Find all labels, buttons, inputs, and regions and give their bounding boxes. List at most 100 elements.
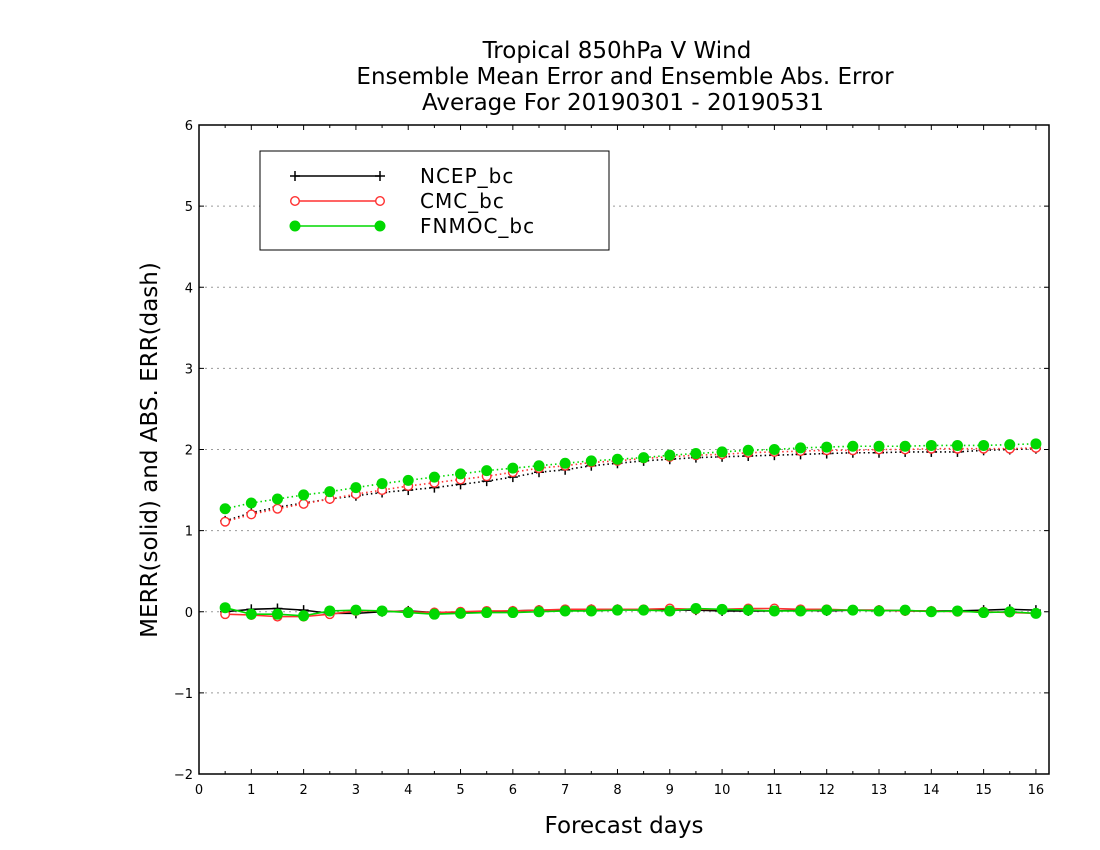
- point-fnmoc-bc-abs-error: [324, 486, 336, 498]
- series-fnmoc-bc-abs-error: [219, 438, 1042, 515]
- point-fnmoc-bc-abs-error: [507, 462, 519, 474]
- series-fnmoc-bc-mean-error: [219, 602, 1042, 622]
- x-tick-label: 3: [352, 783, 360, 798]
- point-fnmoc-bc-mean-error: [245, 608, 257, 620]
- series-line-fnmoc-bc-abs-error: [224, 443, 1036, 510]
- point-fnmoc-bc-abs-error: [664, 449, 676, 461]
- y-tick-label: 2: [185, 444, 193, 459]
- point-fnmoc-bc-mean-error: [638, 604, 650, 616]
- point-fnmoc-bc-mean-error: [559, 605, 571, 617]
- x-axis-label: Forecast days: [545, 813, 704, 839]
- legend-sample-fnmoc-bc: [289, 220, 386, 232]
- point-fnmoc-bc-abs-error: [951, 439, 963, 451]
- point-fnmoc-bc-abs-error: [455, 468, 467, 480]
- point-fnmoc-bc-abs-error: [533, 460, 545, 472]
- point-cmc-bc-abs-error: [272, 503, 283, 514]
- point-fnmoc-bc-mean-error: [768, 605, 780, 617]
- point-fnmoc-bc-mean-error: [716, 603, 728, 615]
- point-fnmoc-bc-mean-error: [1030, 607, 1042, 619]
- point-cmc-bc-abs-error: [220, 516, 231, 527]
- point-fnmoc-bc-abs-error: [978, 439, 990, 451]
- y-tick-label: 5: [185, 200, 193, 215]
- chart-title-line-2: Ensemble Mean Error and Ensemble Abs. Er…: [356, 64, 894, 90]
- x-tick-label: 15: [975, 783, 992, 798]
- x-tick-label: 16: [1028, 783, 1045, 798]
- point-fnmoc-bc-mean-error: [664, 605, 676, 617]
- x-tick-label: 7: [561, 783, 569, 798]
- x-tick-label: 4: [404, 783, 412, 798]
- point-fnmoc-bc-abs-error: [899, 440, 911, 452]
- point-fnmoc-bc-abs-error: [795, 442, 807, 454]
- y-axis-label: MERR(solid) and ABS. ERR(dash): [137, 262, 163, 638]
- y-tick-label: −1: [174, 687, 193, 702]
- point-fnmoc-bc-abs-error: [350, 482, 362, 494]
- chart-title: Tropical 850hPa V Wind Ensemble Mean Err…: [356, 38, 894, 116]
- point-fnmoc-bc-mean-error: [455, 607, 467, 619]
- point-fnmoc-bc-mean-error: [899, 604, 911, 616]
- point-fnmoc-bc-mean-error: [821, 604, 833, 616]
- legend-label-fnmoc: FNMOC_bc: [420, 214, 535, 238]
- point-fnmoc-bc-mean-error: [585, 605, 597, 617]
- legend-marker-cmc-bc: [290, 195, 301, 206]
- point-fnmoc-bc-abs-error: [376, 478, 388, 490]
- point-fnmoc-bc-abs-error: [873, 440, 885, 452]
- point-fnmoc-bc-abs-error: [245, 497, 257, 509]
- y-tick-label: 6: [185, 119, 193, 134]
- legend-box: [259, 150, 610, 251]
- x-tick-label: 9: [666, 783, 674, 798]
- point-fnmoc-bc-mean-error: [978, 607, 990, 619]
- point-fnmoc-bc-mean-error: [951, 605, 963, 617]
- y-tick-label: 1: [185, 525, 193, 540]
- point-fnmoc-bc-abs-error: [638, 452, 650, 464]
- point-fnmoc-bc-mean-error: [481, 607, 493, 619]
- point-fnmoc-bc-abs-error: [428, 471, 440, 483]
- point-fnmoc-bc-mean-error: [925, 606, 937, 618]
- x-tick-label: 14: [923, 783, 940, 798]
- chart-title-line-1: Tropical 850hPa V Wind: [482, 38, 752, 64]
- point-fnmoc-bc-mean-error: [219, 602, 231, 614]
- point-fnmoc-bc-abs-error: [611, 453, 623, 465]
- point-fnmoc-bc-abs-error: [271, 493, 283, 505]
- legend-sample-cmc-bc: [290, 195, 386, 206]
- point-fnmoc-bc-abs-error: [768, 444, 780, 455]
- x-tick-label: 6: [509, 783, 517, 798]
- legend: NCEP_bc CMC_bc FNMOC_bc: [259, 150, 610, 251]
- legend-label-cmc: CMC_bc: [420, 189, 505, 213]
- y-tick-label: 3: [185, 362, 193, 377]
- x-tick-label: 8: [613, 783, 621, 798]
- point-fnmoc-bc-abs-error: [847, 440, 859, 452]
- point-cmc-bc-abs-error: [298, 498, 309, 509]
- point-fnmoc-bc-mean-error: [376, 605, 388, 617]
- point-fnmoc-bc-abs-error: [742, 444, 754, 456]
- legend-sample-ncep-bc: [290, 171, 385, 181]
- point-fnmoc-bc-abs-error: [298, 489, 310, 501]
- point-fnmoc-bc-mean-error: [507, 607, 519, 619]
- point-fnmoc-bc-mean-error: [324, 605, 336, 617]
- point-cmc-bc-abs-error: [246, 509, 257, 520]
- y-tick-label: −2: [174, 768, 193, 783]
- point-fnmoc-bc-mean-error: [271, 608, 283, 620]
- legend-marker-ncep-bc: [375, 171, 385, 181]
- y-tick-label: 4: [185, 281, 193, 296]
- x-tick-label: 1: [247, 783, 255, 798]
- chart-title-line-3: Average For 20190301 - 20190531: [422, 90, 824, 116]
- point-fnmoc-bc-abs-error: [716, 446, 728, 458]
- plot-series: [219, 438, 1042, 622]
- point-fnmoc-bc-abs-error: [925, 439, 937, 451]
- series-cmc-bc-abs-error: [220, 442, 1041, 527]
- x-tick-label: 13: [871, 783, 888, 798]
- point-fnmoc-bc-abs-error: [559, 457, 571, 469]
- legend-marker-cmc-bc: [375, 195, 386, 206]
- point-fnmoc-bc-abs-error: [1004, 439, 1016, 451]
- point-fnmoc-bc-abs-error: [1030, 438, 1042, 450]
- point-fnmoc-bc-mean-error: [690, 603, 702, 615]
- series-cmc-bc-mean-error: [220, 603, 1041, 622]
- point-fnmoc-bc-mean-error: [611, 604, 623, 616]
- x-tick-label: 5: [456, 783, 464, 798]
- point-fnmoc-bc-abs-error: [481, 465, 493, 477]
- x-tick-label: 2: [299, 783, 307, 798]
- y-tick-label: 0: [185, 606, 193, 621]
- point-fnmoc-bc-mean-error: [795, 605, 807, 617]
